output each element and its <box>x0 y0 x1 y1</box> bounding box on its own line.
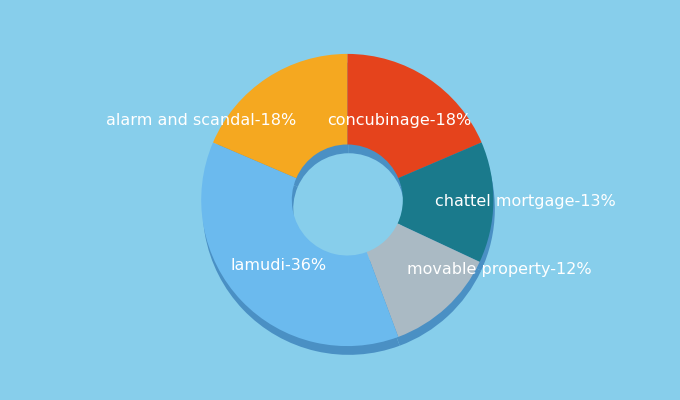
Text: alarm and scandal-18%: alarm and scandal-18% <box>106 113 296 128</box>
Text: concubinage-18%: concubinage-18% <box>328 113 472 128</box>
Text: chattel mortgage-13%: chattel mortgage-13% <box>435 194 615 209</box>
Wedge shape <box>399 151 495 271</box>
Wedge shape <box>213 54 347 178</box>
Wedge shape <box>368 232 481 346</box>
Text: movable property-12%: movable property-12% <box>407 262 592 277</box>
Wedge shape <box>349 63 483 187</box>
Text: lamudi-36%: lamudi-36% <box>231 258 326 273</box>
Wedge shape <box>214 63 349 187</box>
Wedge shape <box>203 151 400 355</box>
Wedge shape <box>201 142 398 346</box>
Wedge shape <box>347 54 481 178</box>
Wedge shape <box>367 224 479 337</box>
Wedge shape <box>398 142 494 262</box>
